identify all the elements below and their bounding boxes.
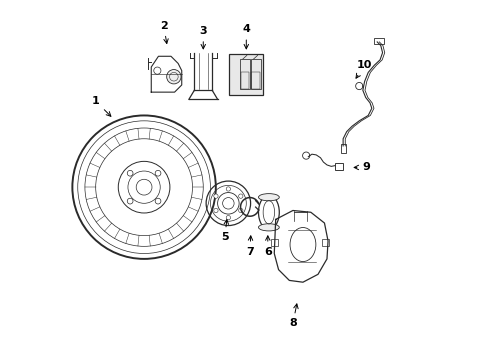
Text: 7: 7	[245, 236, 253, 257]
Circle shape	[127, 198, 133, 204]
Circle shape	[222, 198, 234, 209]
Circle shape	[166, 69, 181, 84]
Text: 1: 1	[92, 96, 111, 116]
Circle shape	[155, 170, 161, 176]
Circle shape	[213, 208, 218, 213]
Ellipse shape	[258, 224, 279, 231]
Text: 6: 6	[264, 236, 271, 257]
Circle shape	[136, 179, 152, 195]
Text: 3: 3	[199, 26, 206, 49]
Circle shape	[127, 170, 133, 176]
Circle shape	[213, 194, 218, 198]
Text: 8: 8	[288, 304, 298, 328]
FancyBboxPatch shape	[229, 54, 263, 95]
Text: 2: 2	[160, 21, 168, 44]
Ellipse shape	[289, 228, 315, 262]
Text: 9: 9	[353, 162, 369, 172]
Text: 5: 5	[221, 220, 228, 242]
Circle shape	[226, 216, 230, 220]
Circle shape	[226, 187, 230, 191]
Circle shape	[238, 194, 243, 198]
Text: 4: 4	[242, 24, 250, 49]
Ellipse shape	[258, 194, 279, 201]
Circle shape	[155, 198, 161, 204]
Circle shape	[238, 208, 243, 213]
Text: 10: 10	[355, 60, 371, 78]
